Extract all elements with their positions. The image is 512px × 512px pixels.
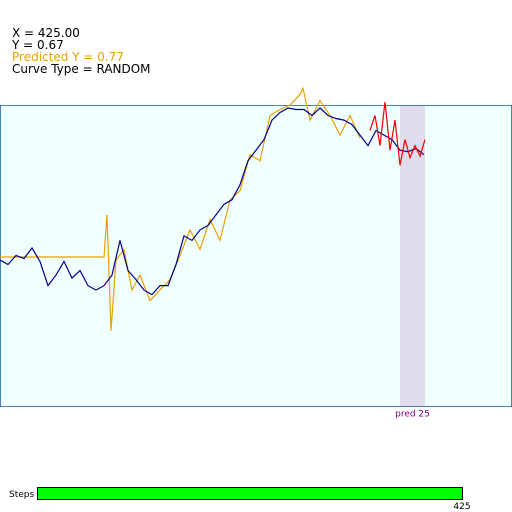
plot-layer: pred 25 (0, 86, 430, 420)
x-readout: X = 425.00 (12, 26, 80, 40)
forecast-line (369, 101, 426, 166)
steps-progress-bar (37, 487, 463, 500)
actual-line (0, 107, 425, 296)
forecast-label: pred 25 (395, 410, 430, 420)
predicted-line (0, 86, 361, 331)
plot-area (0, 105, 512, 407)
y-readout: Y = 0.67 (11, 38, 64, 52)
predicted-readout: Predicted Y = 0.77 (12, 50, 124, 64)
curve-type-readout: Curve Type = RANDOM (12, 62, 151, 76)
steps-count: 425 (453, 502, 470, 512)
forecast-band (400, 106, 425, 406)
steps-label: Steps (9, 490, 34, 500)
